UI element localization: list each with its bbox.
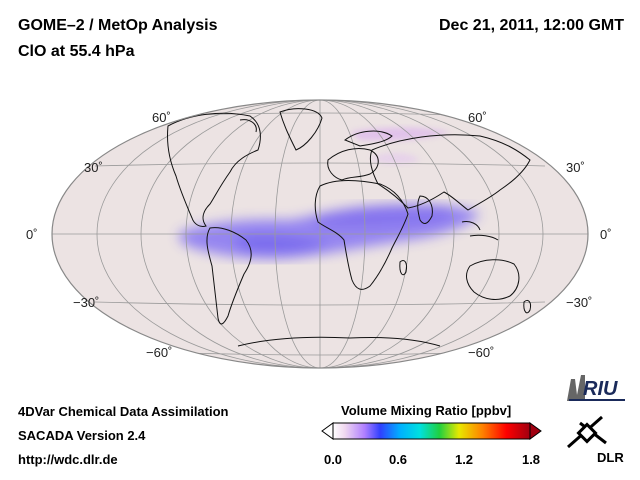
colorbar-tick-3: 1.8 <box>521 452 541 467</box>
colorbar-left-arrow <box>321 422 334 440</box>
colorbar-title: Volume Mixing Ratio [ppbv] <box>341 403 512 418</box>
lat-label-30s-right: −30˚ <box>566 295 593 310</box>
dlr-logo-icon <box>567 415 607 449</box>
lat-label-0-left: 0˚ <box>26 227 38 242</box>
colorbar-tick-2: 1.2 <box>454 452 474 467</box>
riu-logo: RIU <box>567 375 625 401</box>
meridian-lines <box>96 100 544 368</box>
colorbar-tick-0: 0.0 <box>323 452 343 467</box>
dlr-logo-text: DLR <box>597 450 624 465</box>
colorbar-right-arrow <box>529 422 542 440</box>
lat-label-30n-right: 30˚ <box>566 160 585 175</box>
colorbar <box>321 422 542 440</box>
footer-version: SACADA Version 2.4 <box>18 428 146 443</box>
species-label: ClO at 55.4 hPa <box>18 43 135 60</box>
footer-assimilation: 4DVar Chemical Data Assimilation <box>18 404 229 419</box>
map-title: GOME–2 / MetOp Analysis <box>18 17 218 34</box>
riu-logo-text: RIU <box>583 378 618 400</box>
coastlines <box>167 108 531 347</box>
lat-label-60n-left: 60˚ <box>152 110 171 125</box>
date-time-label: Dec 21, 2011, 12:00 GMT <box>439 17 624 34</box>
footer-url[interactable]: http://wdc.dlr.de <box>18 452 118 467</box>
lat-label-30n-left: 30˚ <box>84 160 103 175</box>
clo-enhancement-band <box>179 204 480 259</box>
lat-label-60n-right: 60˚ <box>468 110 487 125</box>
lat-label-30s-left: −30˚ <box>73 295 100 310</box>
lat-label-0-right: 0˚ <box>600 227 612 242</box>
lat-label-60s-right: −60˚ <box>468 345 495 360</box>
lat-label-60s-left: −60˚ <box>146 345 173 360</box>
colorbar-tick-1: 0.6 <box>388 452 408 467</box>
map-border <box>51 99 589 369</box>
colorbar-gradient <box>332 422 531 440</box>
